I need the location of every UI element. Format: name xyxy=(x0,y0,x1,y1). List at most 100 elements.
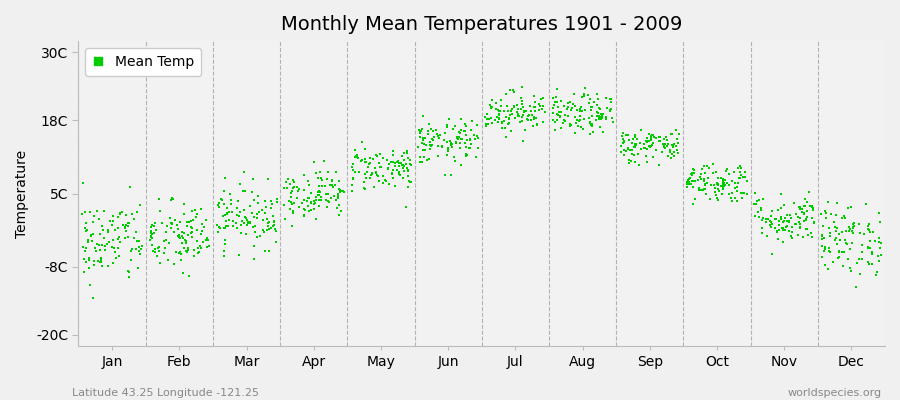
Point xyxy=(357,146,372,152)
Point xyxy=(661,141,675,147)
Point xyxy=(78,259,93,265)
Point xyxy=(448,122,463,129)
Point xyxy=(715,191,729,197)
Point xyxy=(524,116,538,123)
Point xyxy=(151,247,166,254)
Point xyxy=(571,117,585,124)
Point xyxy=(499,91,513,97)
Text: Latitude 43.25 Longitude -121.25: Latitude 43.25 Longitude -121.25 xyxy=(72,388,259,398)
Point xyxy=(435,144,449,150)
Point xyxy=(319,197,333,204)
Point xyxy=(639,153,653,159)
Point xyxy=(714,183,728,189)
Point xyxy=(164,196,178,203)
Point xyxy=(431,133,446,139)
Point xyxy=(652,161,666,168)
Point xyxy=(574,94,589,100)
Point xyxy=(234,218,248,224)
Point xyxy=(706,170,720,176)
Point xyxy=(232,252,247,258)
Point xyxy=(184,234,199,240)
Point xyxy=(284,223,299,230)
Point xyxy=(420,128,435,134)
Point xyxy=(185,208,200,214)
Point xyxy=(576,126,590,132)
Point xyxy=(614,143,628,149)
Point xyxy=(785,229,799,235)
Point xyxy=(130,238,144,244)
Point xyxy=(355,157,369,164)
Point xyxy=(400,155,415,161)
Point xyxy=(617,152,632,158)
Point xyxy=(210,221,224,228)
Point xyxy=(181,245,195,252)
Point xyxy=(728,195,742,202)
Point xyxy=(175,233,189,240)
Point xyxy=(497,108,511,114)
Point xyxy=(111,214,125,220)
Point xyxy=(464,127,478,134)
Point xyxy=(317,158,331,164)
Point xyxy=(842,228,856,235)
Point xyxy=(628,143,643,150)
Point xyxy=(871,253,886,259)
Point xyxy=(172,250,186,256)
Point xyxy=(776,238,790,245)
Point xyxy=(306,198,320,204)
Point xyxy=(168,249,183,256)
Point xyxy=(806,203,820,210)
Point xyxy=(580,92,595,98)
Point xyxy=(584,107,598,114)
Point xyxy=(432,135,446,141)
Point xyxy=(592,105,607,112)
Point xyxy=(285,185,300,191)
Point xyxy=(412,153,427,160)
Point xyxy=(622,147,636,153)
Point xyxy=(257,248,272,254)
Point xyxy=(147,230,161,236)
Point xyxy=(660,142,674,149)
Point xyxy=(822,224,836,231)
Point xyxy=(82,257,96,263)
Point xyxy=(873,245,887,251)
Point xyxy=(756,215,770,221)
Point xyxy=(266,218,281,224)
Point xyxy=(506,87,520,93)
Point xyxy=(536,95,550,102)
Point xyxy=(261,218,275,225)
Point xyxy=(276,184,291,191)
Point xyxy=(645,154,660,160)
Point xyxy=(740,178,754,184)
Point xyxy=(722,171,736,177)
Point xyxy=(453,140,467,146)
Point xyxy=(530,121,544,128)
Point xyxy=(458,152,473,159)
Point xyxy=(788,221,803,228)
Point xyxy=(144,242,158,248)
Point xyxy=(616,139,630,146)
Point xyxy=(152,244,166,250)
Point xyxy=(561,104,575,111)
Point xyxy=(633,140,647,146)
Point xyxy=(706,182,721,188)
Point xyxy=(738,174,752,180)
Point xyxy=(630,150,644,157)
Point xyxy=(629,136,643,142)
Point xyxy=(708,192,723,198)
Point xyxy=(803,203,817,209)
Point xyxy=(716,183,730,190)
Point xyxy=(108,249,122,255)
Point xyxy=(364,170,379,176)
Point xyxy=(98,247,112,253)
Point xyxy=(97,243,112,249)
Point xyxy=(644,133,658,140)
Point xyxy=(233,181,248,187)
Point xyxy=(524,108,538,114)
Point xyxy=(703,196,717,202)
Point xyxy=(392,162,406,169)
Point xyxy=(419,157,434,164)
Point xyxy=(860,223,875,230)
Point xyxy=(176,229,191,236)
Point xyxy=(422,156,436,162)
Point xyxy=(557,103,572,110)
